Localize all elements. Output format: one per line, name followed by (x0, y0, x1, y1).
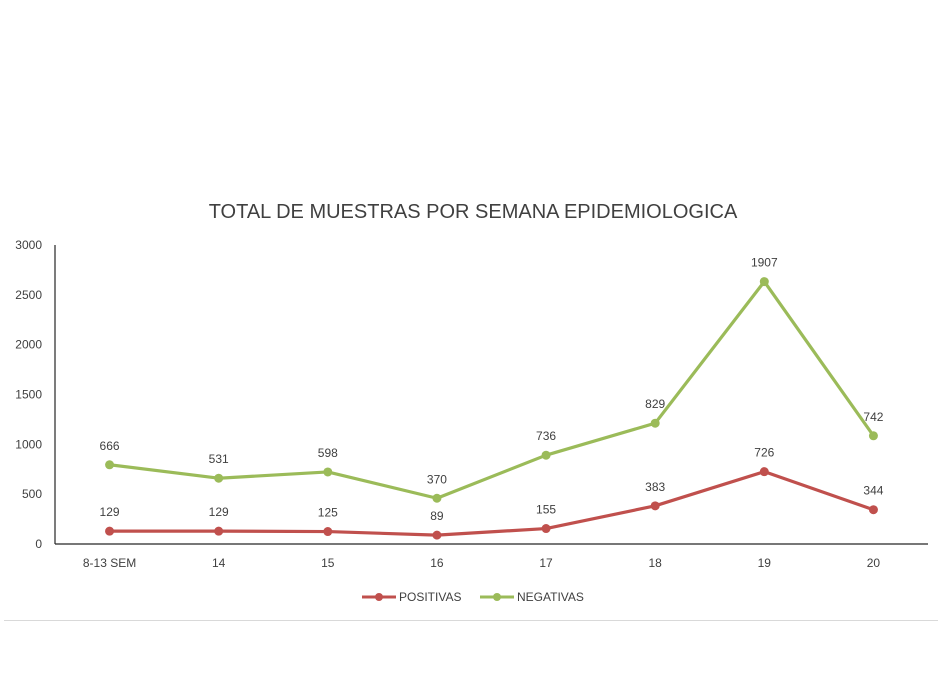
data-label: 1907 (751, 256, 778, 270)
data-point (432, 493, 442, 503)
data-label: 370 (427, 472, 447, 486)
x-tick-label: 15 (321, 556, 335, 570)
data-point (759, 277, 769, 287)
x-tick-label: 14 (212, 556, 226, 570)
data-label: 742 (863, 410, 883, 424)
legend: POSITIVAS NEGATIVAS (362, 590, 584, 604)
legend-swatch-marker (493, 593, 501, 601)
data-label: 89 (430, 509, 444, 523)
y-tick-label: 1000 (15, 437, 42, 451)
data-label: 125 (318, 506, 338, 520)
series-layer: 129 129 125 89 155 383 726 344 666 531 598 370 736 82… (100, 256, 884, 540)
series-negativas: 666 531 598 370 736 829 1907 742 (100, 256, 884, 503)
series-positivas: 129 129 125 89 155 383 726 344 (100, 446, 884, 540)
data-point (541, 450, 551, 460)
data-label: 726 (754, 446, 774, 460)
data-label: 129 (209, 505, 229, 519)
divider (4, 620, 938, 621)
data-label: 829 (645, 397, 665, 411)
data-point (650, 501, 660, 511)
data-point (214, 526, 224, 536)
data-point (650, 418, 660, 428)
x-tick-label: 19 (758, 556, 772, 570)
data-point (868, 431, 878, 441)
data-point (323, 467, 333, 477)
y-tick-label: 500 (22, 487, 42, 501)
series-line (109, 470, 874, 537)
data-label: 383 (645, 480, 665, 494)
chart-title: TOTAL DE MUESTRAS POR SEMANA EPIDEMIOLOG… (209, 201, 738, 223)
series-line (109, 279, 875, 500)
data-point (541, 524, 551, 534)
y-axis-ticks: 0 500 1000 1500 2000 2500 3000 (15, 238, 42, 551)
data-point (105, 526, 115, 536)
data-label: 666 (100, 439, 120, 453)
data-point (323, 527, 333, 537)
data-point (432, 530, 442, 540)
x-tick-label: 20 (867, 556, 881, 570)
legend-item-positivas: POSITIVAS (362, 590, 461, 604)
data-label: 344 (863, 484, 883, 498)
x-tick-label: 17 (539, 556, 553, 570)
data-label: 598 (318, 446, 338, 460)
x-tick-label: 18 (649, 556, 663, 570)
x-tick-label: 16 (430, 556, 444, 570)
data-point (105, 460, 115, 470)
legend-label: POSITIVAS (399, 590, 461, 604)
data-point (214, 473, 224, 483)
legend-item-negativas: NEGATIVAS (480, 590, 584, 604)
data-point (868, 505, 878, 515)
y-tick-label: 3000 (15, 238, 42, 252)
data-point (759, 467, 769, 477)
x-tick-label: 8-13 SEM (83, 556, 136, 570)
legend-swatch-marker (375, 593, 383, 601)
x-axis-ticks: 8-13 SEM 14 15 16 17 18 19 20 (83, 556, 881, 570)
legend-label: NEGATIVAS (517, 590, 584, 604)
data-label: 155 (536, 503, 556, 517)
y-tick-label: 2000 (15, 338, 42, 352)
axes (54, 245, 928, 545)
y-tick-label: 2500 (15, 288, 42, 302)
y-tick-label: 1500 (15, 388, 42, 402)
data-label: 129 (100, 505, 120, 519)
y-tick-label: 0 (35, 537, 42, 551)
data-label: 531 (209, 452, 229, 466)
data-label: 736 (536, 429, 556, 443)
